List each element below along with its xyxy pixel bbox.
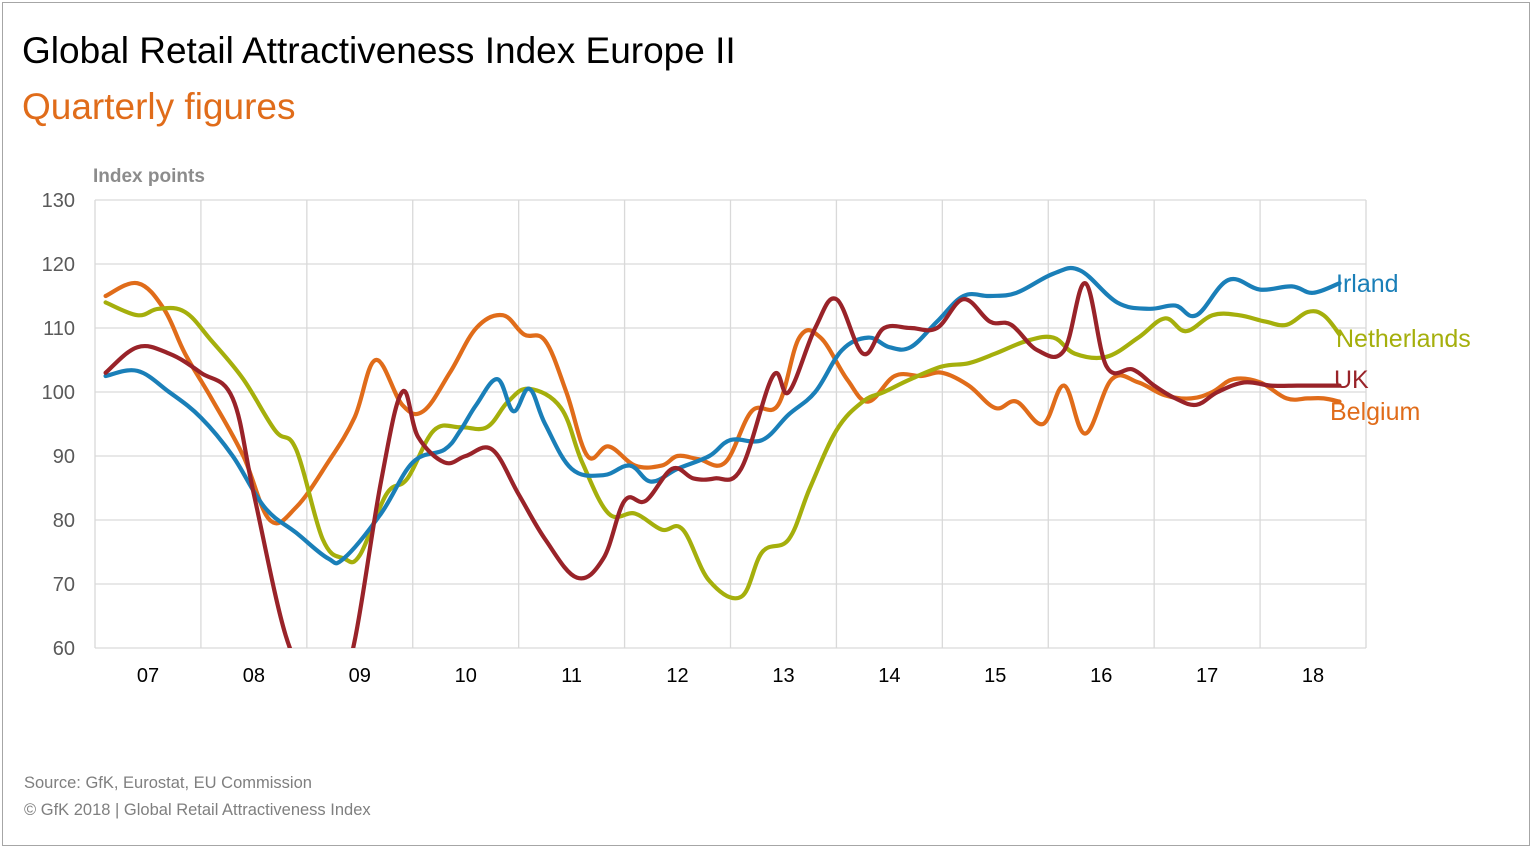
x-tick-label: 08 bbox=[243, 665, 265, 687]
series-labels: Irland Netherlands UK Belgium bbox=[1330, 270, 1471, 426]
y-tick-label: 110 bbox=[43, 318, 75, 340]
y-tick-label: 100 bbox=[42, 382, 75, 404]
y-axis-label: Index points bbox=[93, 166, 205, 187]
y-tick-label: 70 bbox=[53, 574, 75, 596]
y-tick-label: 90 bbox=[53, 446, 75, 468]
source-note: Source: GfK, Eurostat, EU Commission bbox=[24, 774, 312, 792]
grid bbox=[94, 199, 1367, 649]
x-tick-label: 16 bbox=[1090, 665, 1112, 687]
x-tick-label: 13 bbox=[772, 665, 794, 687]
x-tick-label: 15 bbox=[984, 665, 1006, 687]
y-tick-label: 130 bbox=[42, 190, 75, 212]
y-axis-ticks: 60 70 80 90 100 110 120 130 bbox=[42, 190, 75, 660]
series-line-uk bbox=[103, 281, 1342, 648]
chart-subtitle: Quarterly figures bbox=[22, 86, 296, 127]
chart-title: Global Retail Attractiveness Index Europ… bbox=[22, 30, 736, 71]
y-tick-label: 60 bbox=[53, 638, 75, 660]
x-tick-label: 17 bbox=[1196, 665, 1218, 687]
x-tick-label: 09 bbox=[349, 665, 371, 687]
x-tick-label: 12 bbox=[666, 665, 688, 687]
y-tick-label: 80 bbox=[53, 510, 75, 532]
x-tick-label: 07 bbox=[137, 665, 159, 687]
series-line-irland bbox=[103, 265, 1342, 566]
y-tick-label: 120 bbox=[42, 254, 75, 276]
series-lines bbox=[103, 265, 1342, 648]
series-label-uk: UK bbox=[1334, 366, 1369, 394]
x-axis-ticks: 07 08 09 10 11 12 13 14 15 16 17 18 bbox=[137, 665, 1324, 687]
series-label-netherlands: Netherlands bbox=[1336, 325, 1471, 353]
x-tick-label: 14 bbox=[878, 665, 900, 687]
copyright-note: © GfK 2018 | Global Retail Attractivenes… bbox=[24, 801, 371, 819]
series-label-irland: Irland bbox=[1336, 270, 1399, 298]
series-line-netherlands bbox=[103, 300, 1342, 601]
x-tick-label: 18 bbox=[1302, 665, 1324, 687]
x-tick-label: 11 bbox=[561, 665, 582, 687]
series-label-belgium: Belgium bbox=[1330, 398, 1420, 426]
x-tick-label: 10 bbox=[455, 665, 477, 687]
